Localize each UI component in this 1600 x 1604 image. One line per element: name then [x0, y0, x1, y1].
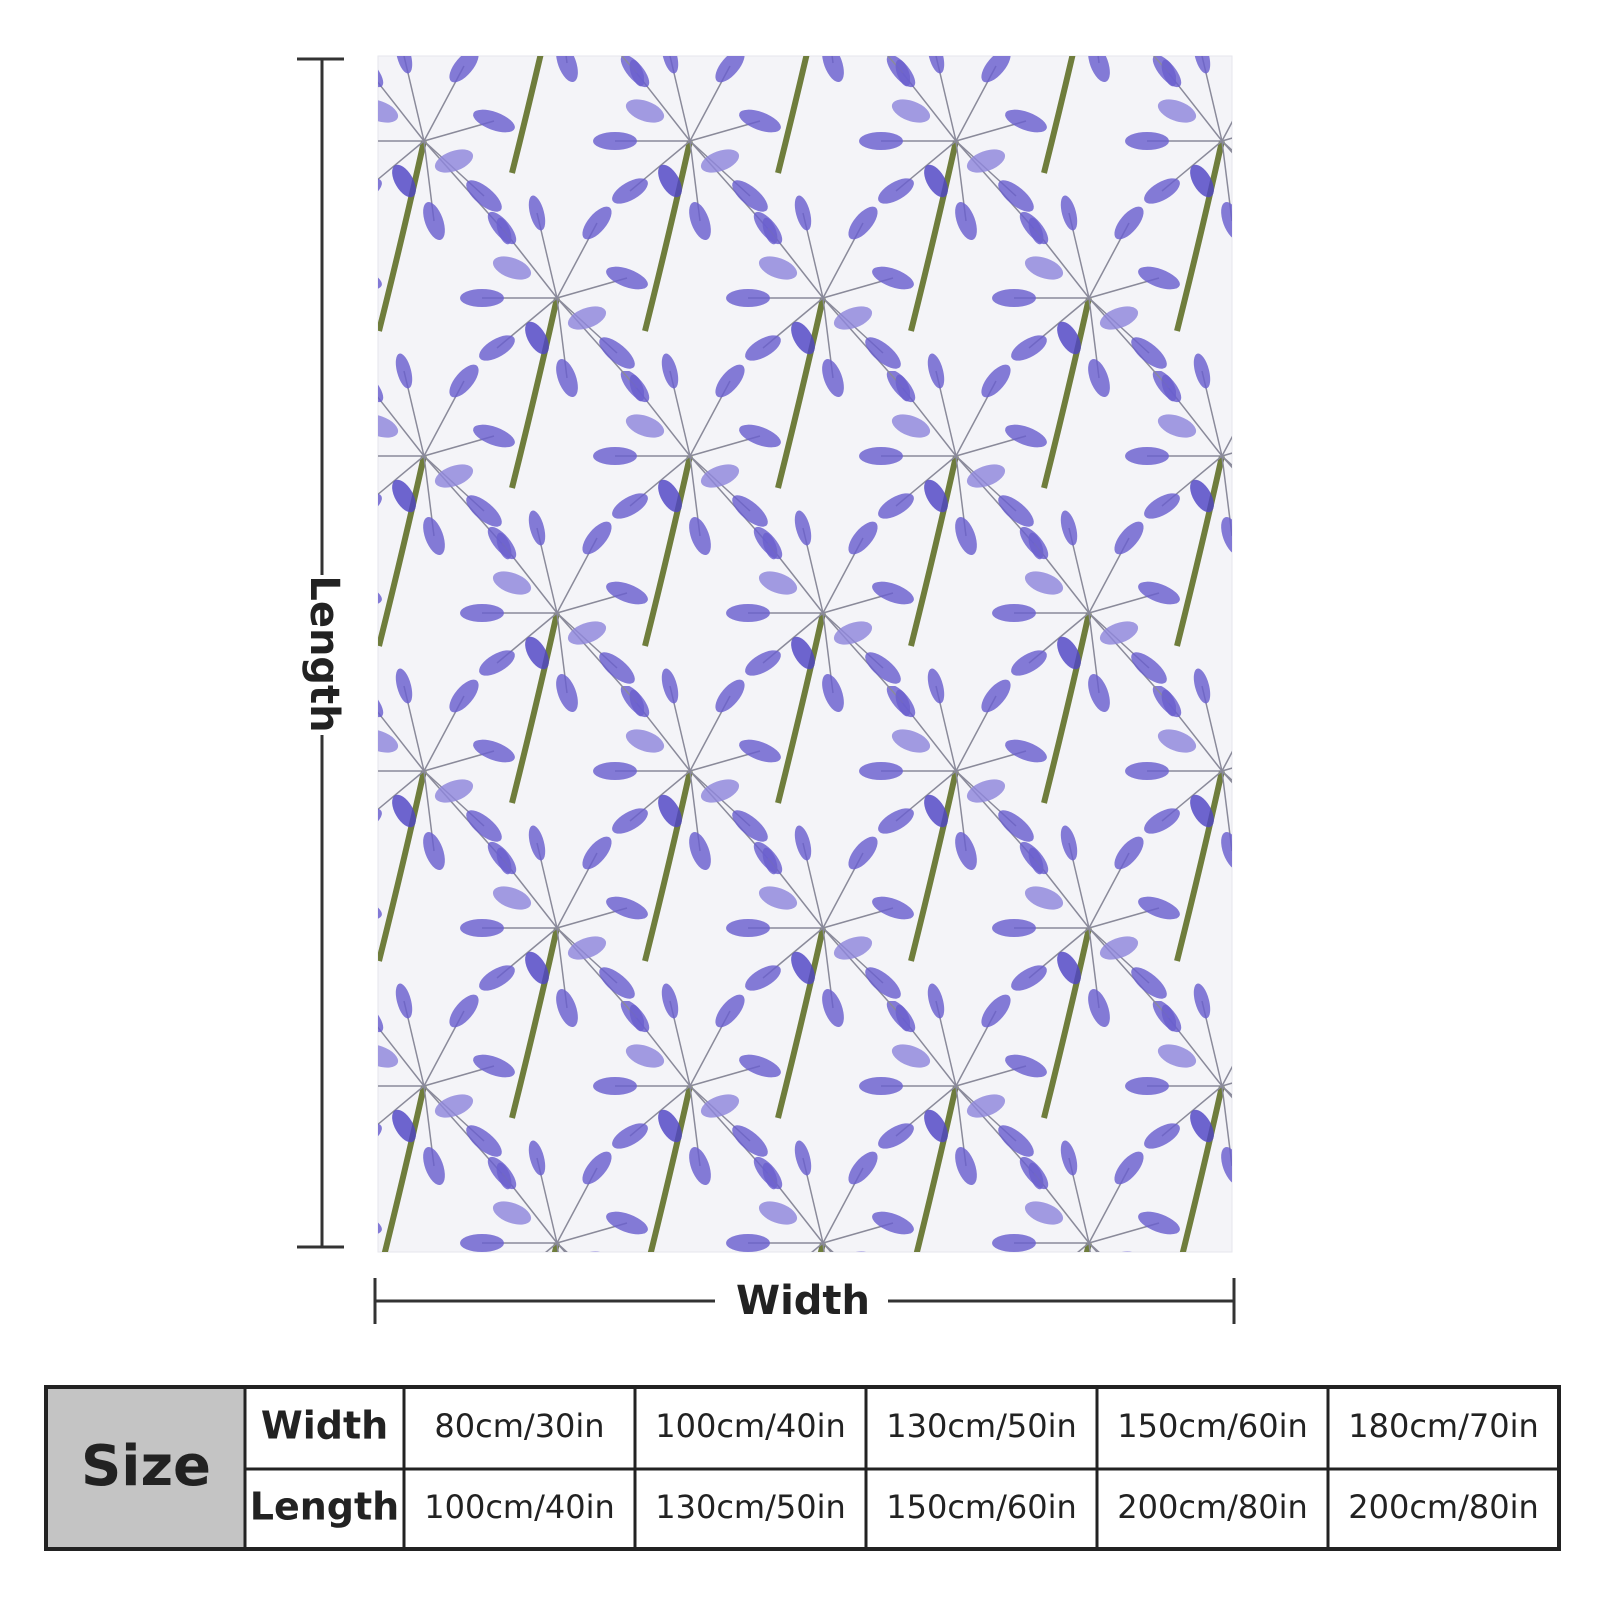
- size-label: Size: [81, 1434, 211, 1499]
- table-cell: 100cm/40in: [424, 1488, 615, 1526]
- table-cell: 80cm/30in: [434, 1407, 604, 1445]
- width-dimension: [373, 1278, 1236, 1324]
- table-cell: 130cm/50in: [655, 1488, 846, 1526]
- table-cell: 130cm/50in: [886, 1407, 1077, 1445]
- row-header: Width: [261, 1404, 388, 1448]
- table-cell: 150cm/60in: [1117, 1407, 1308, 1445]
- width-label: Width: [736, 1278, 870, 1324]
- table-cell: 100cm/40in: [655, 1407, 846, 1445]
- row-header: Length: [250, 1485, 399, 1529]
- table-cell: 180cm/70in: [1348, 1407, 1539, 1445]
- blanket-pattern: [378, 56, 1232, 1252]
- table-cell: 200cm/80in: [1348, 1488, 1539, 1526]
- size-cell: [46, 1387, 245, 1549]
- size-table: Size Width 80cm/30in 100cm/40in 130cm/50in 1…: [44, 1385, 1561, 1551]
- table-cell: 200cm/80in: [1117, 1488, 1308, 1526]
- length-label: Length: [301, 575, 347, 732]
- length-dimension: [297, 57, 344, 1249]
- table-cell: 150cm/60in: [886, 1488, 1077, 1526]
